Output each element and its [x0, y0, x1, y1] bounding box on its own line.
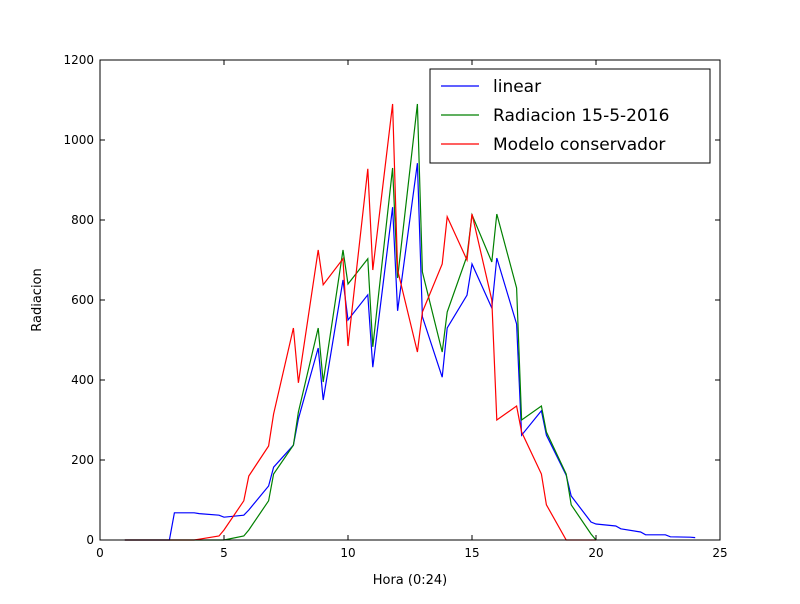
x-axis-label: Hora (0:24) [373, 573, 448, 588]
y-tick-label: 1200 [63, 53, 94, 67]
y-tick-label: 200 [71, 453, 94, 467]
y-tick-label: 800 [71, 213, 94, 227]
axis-ticks: 0 5 10 15 20 25 0 200 400 600 800 1000 1200 [63, 53, 727, 560]
legend-label-1: Radiacion 15-5-2016 [493, 106, 669, 126]
x-tick-label: 5 [220, 546, 228, 560]
legend: linear Radiacion 15-5-2016 Modelo conserva… [429, 68, 711, 164]
x-tick-label: 10 [340, 546, 355, 560]
legend-label-0: linear [493, 77, 541, 97]
y-tick-label: 400 [71, 373, 94, 387]
y-tick-label: 0 [86, 533, 94, 547]
series-line-1 [124, 103, 597, 541]
series-lines [124, 103, 696, 541]
y-tick-label: 600 [71, 293, 94, 307]
y-tick-label: 1000 [63, 133, 94, 147]
x-tick-label: 15 [464, 546, 479, 560]
legend-label-2: Modelo conservador [493, 135, 665, 155]
y-axis-label: Radiacion [30, 268, 45, 332]
legend-frame [429, 68, 711, 164]
x-tick-label: 25 [712, 546, 727, 560]
series-line-2 [124, 103, 596, 541]
x-tick-label: 0 [96, 546, 104, 560]
x-tick-label: 20 [588, 546, 603, 560]
